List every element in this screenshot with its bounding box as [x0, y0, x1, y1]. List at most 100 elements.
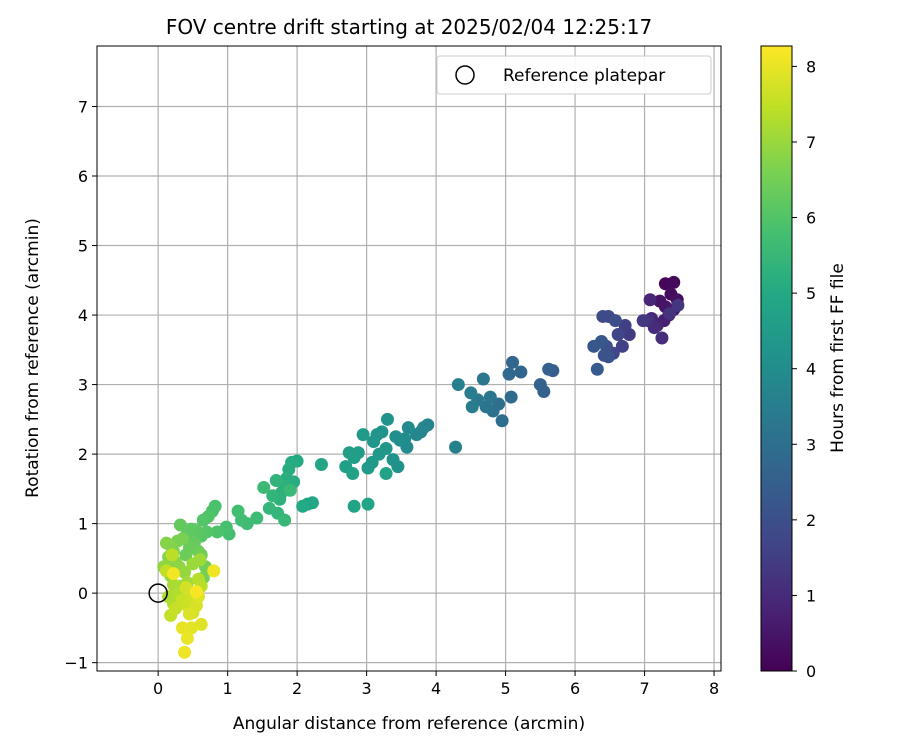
- colorbar-ticks: 0 1 2 3 4 5 6 7 8: [792, 57, 816, 681]
- x-tick-label: 2: [292, 679, 302, 698]
- data-point: [196, 513, 210, 527]
- data-point: [502, 367, 516, 381]
- data-point: [179, 548, 193, 562]
- data-point: [179, 581, 193, 595]
- data-point: [671, 298, 685, 312]
- colorbar-tick-label: 8: [806, 57, 816, 76]
- x-tick-label: 4: [431, 679, 441, 698]
- data-point: [464, 386, 478, 400]
- data-point: [379, 467, 393, 481]
- legend: Reference platepar: [436, 55, 712, 95]
- data-point: [173, 518, 187, 532]
- y-tick-label: 1: [78, 515, 88, 534]
- data-point: [618, 318, 632, 332]
- x-tick-label: 1: [223, 679, 233, 698]
- colorbar-tick-label: 4: [806, 360, 816, 379]
- data-point: [250, 511, 264, 525]
- data-point: [296, 499, 310, 513]
- y-tick-label: 4: [78, 306, 88, 325]
- data-point: [166, 578, 180, 592]
- y-tick-label: 5: [78, 237, 88, 256]
- data-point: [380, 412, 394, 426]
- data-point: [269, 474, 283, 488]
- data-point: [361, 497, 375, 511]
- data-point: [601, 350, 615, 364]
- data-point: [367, 435, 381, 449]
- data-point: [615, 339, 629, 353]
- data-point: [608, 314, 622, 328]
- reference-point: [148, 583, 168, 603]
- x-tick-label: 8: [709, 679, 719, 698]
- x-tick-label: 3: [362, 679, 372, 698]
- colorbar-tick-label: 6: [806, 209, 816, 228]
- data-point: [465, 400, 479, 414]
- data-point: [283, 483, 297, 497]
- legend-marker: [455, 65, 475, 85]
- data-point: [611, 328, 625, 342]
- x-tick-label: 0: [153, 679, 163, 698]
- x-tick-label: 7: [639, 679, 649, 698]
- data-point: [207, 564, 221, 578]
- colorbar-tick-label: 7: [806, 133, 816, 152]
- data-point: [342, 446, 356, 460]
- data-point: [514, 365, 528, 379]
- y-tick-label: −1: [64, 654, 88, 673]
- colorbar-tick-label: 0: [806, 662, 816, 681]
- data-point: [346, 467, 360, 481]
- reference-marker: [148, 583, 168, 603]
- data-point: [182, 607, 196, 621]
- grid-lines: [97, 46, 721, 671]
- legend-label: Reference platepar: [503, 66, 665, 86]
- data-point: [278, 513, 292, 527]
- data-point: [451, 378, 465, 392]
- data-point: [262, 501, 276, 515]
- y-tick-label: 3: [78, 376, 88, 395]
- data-point: [231, 504, 245, 518]
- colorbar: [760, 45, 793, 672]
- data-point: [537, 385, 551, 399]
- x-tick-label: 6: [570, 679, 580, 698]
- x-axis-label: Angular distance from reference (arcmin): [233, 714, 585, 734]
- y-tick-label: 0: [78, 584, 88, 603]
- colorbar-tick-label: 5: [806, 284, 816, 303]
- data-point: [594, 334, 608, 348]
- chart-title: FOV centre drift starting at 2025/02/04 …: [166, 15, 652, 39]
- data-point: [590, 362, 604, 376]
- data-point: [449, 440, 463, 454]
- data-points: [157, 275, 685, 659]
- x-axis-ticks: 0 1 2 3 4 5 6 7 8: [153, 671, 719, 698]
- data-point: [175, 621, 189, 635]
- data-point: [180, 631, 194, 645]
- data-point: [495, 414, 509, 428]
- data-point: [361, 461, 375, 475]
- y-tick-label: 6: [78, 167, 88, 186]
- data-point: [506, 355, 520, 369]
- plot-frame: [96, 45, 722, 672]
- data-point: [193, 553, 207, 567]
- data-point: [166, 567, 180, 581]
- data-point: [347, 499, 361, 513]
- data-point: [636, 314, 650, 328]
- data-point: [314, 458, 328, 472]
- legend-box: [436, 55, 712, 95]
- y-tick-label: 7: [78, 97, 88, 116]
- data-point: [663, 307, 677, 321]
- x-tick-label: 5: [500, 679, 510, 698]
- data-point: [266, 489, 280, 503]
- data-point: [643, 293, 657, 307]
- data-point: [504, 390, 518, 404]
- data-point: [542, 362, 556, 376]
- data-point: [596, 309, 610, 323]
- colorbar-tick-label: 3: [806, 435, 816, 454]
- data-point: [655, 331, 669, 345]
- y-axis-ticks: −1 0 1 2 3 4 5 6 7: [64, 97, 97, 673]
- data-point: [165, 548, 179, 562]
- colorbar-label: Hours from first FF file: [828, 263, 848, 453]
- data-point: [667, 275, 681, 289]
- y-axis-label: Rotation from reference (arcmin): [23, 218, 43, 498]
- data-point: [389, 430, 403, 444]
- data-point: [391, 460, 405, 474]
- data-point: [356, 428, 370, 442]
- data-point: [185, 621, 199, 635]
